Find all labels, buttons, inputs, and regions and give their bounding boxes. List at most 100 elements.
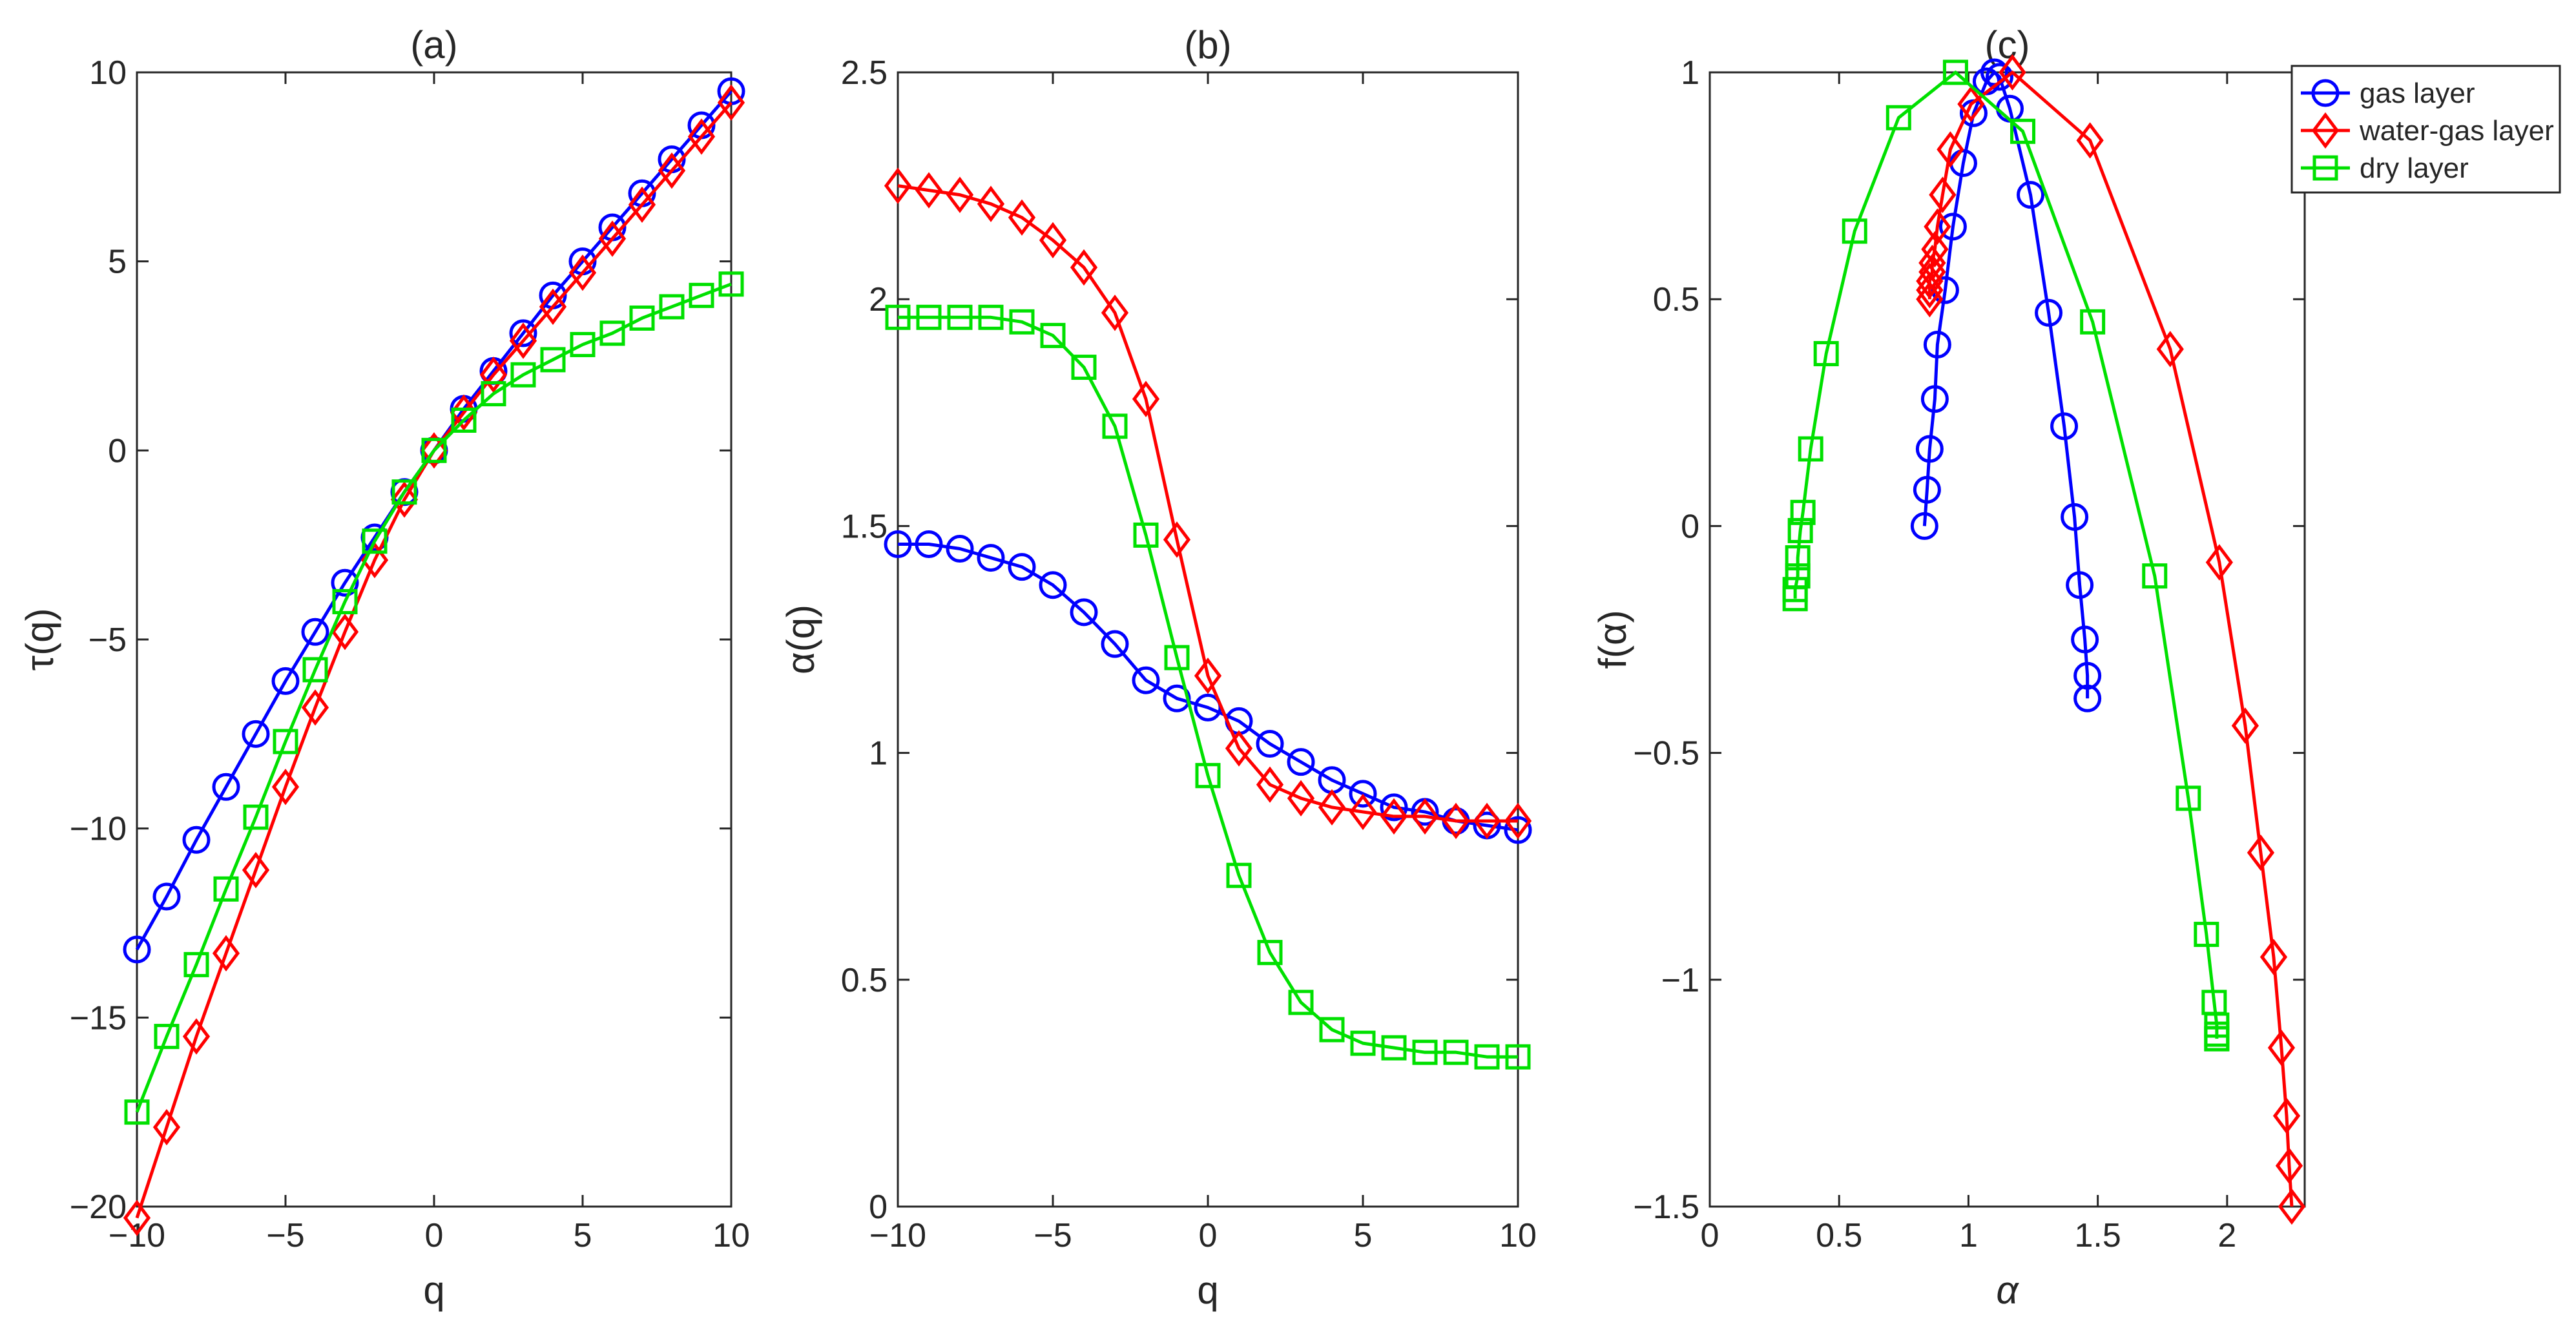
data-point-water-gas-layer: [1163, 521, 1191, 558]
data-point-gas-layer: [2073, 684, 2102, 712]
data-point-dry-layer: [2010, 118, 2036, 144]
x-tick-label: 0: [1701, 1217, 1719, 1254]
data-point-dry-layer: [947, 304, 973, 330]
data-point-water-gas-layer: [2259, 939, 2288, 975]
data-point-dry-layer: [1071, 355, 1097, 380]
x-tick-label: 0: [1199, 1217, 1218, 1254]
data-point-dry-layer: [421, 437, 447, 463]
data-point-dry-layer: [273, 729, 298, 754]
y-tick-label: 1: [1681, 54, 1699, 92]
data-point-gas-layer: [2073, 661, 2102, 690]
y-tick-label: 1.5: [841, 508, 888, 545]
data-point-gas-layer: [1938, 213, 1967, 241]
data-point-water-gas-layer: [152, 1108, 181, 1146]
data-point-water-gas-layer: [1194, 658, 1222, 694]
data-point-gas-layer: [1915, 435, 1944, 463]
data-point-water-gas-layer: [1318, 789, 1346, 826]
data-point-dry-layer: [1885, 105, 1911, 130]
data-point-dry-layer: [451, 408, 477, 433]
data-point-gas-layer: [182, 825, 211, 854]
data-point-water-gas-layer: [1411, 798, 1439, 835]
y-tick-label: −5: [88, 621, 127, 659]
data-point-dry-layer: [243, 804, 269, 830]
data-point-dry-layer: [1443, 1039, 1469, 1065]
data-point-water-gas-layer: [717, 84, 745, 121]
y-tick-label: 1: [869, 735, 888, 773]
legend-label: dry layer: [2360, 152, 2469, 184]
data-point-dry-layer: [1798, 436, 1823, 462]
data-point-dry-layer: [362, 528, 388, 554]
data-point-water-gas-layer: [1256, 766, 1284, 803]
data-point-gas-layer: [2017, 181, 2045, 209]
data-point-gas-layer: [271, 667, 300, 695]
data-point-dry-layer: [1505, 1044, 1531, 1070]
data-point-dry-layer: [124, 1099, 150, 1125]
data-point-water-gas-layer: [420, 432, 448, 469]
data-point-water-gas-layer: [977, 185, 1005, 222]
data-point-dry-layer: [1009, 309, 1035, 335]
data-point-dry-layer: [1040, 322, 1066, 348]
data-point-water-gas-layer: [1924, 208, 1951, 245]
data-point-dry-layer: [391, 479, 417, 505]
x-axis-label: q: [423, 1269, 444, 1312]
data-point-dry-layer: [183, 951, 209, 977]
x-tick-label: 10: [712, 1217, 750, 1254]
x-tick-label: 0: [425, 1217, 444, 1254]
data-point-water-gas-layer: [2272, 1097, 2301, 1134]
data-point-water-gas-layer: [539, 288, 567, 326]
data-point-gas-layer: [212, 773, 240, 801]
data-point-gas-layer: [301, 618, 329, 646]
data-point-dry-layer: [1785, 545, 1811, 571]
data-point-dry-layer: [1813, 340, 1839, 366]
data-point-dry-layer: [978, 304, 1004, 330]
data-point-water-gas-layer: [1349, 793, 1377, 831]
data-point-water-gas-layer: [1999, 54, 2026, 91]
y-tick-label: −10: [70, 811, 127, 848]
y-tick-label: 2: [869, 281, 888, 318]
data-point-gas-layer: [1070, 598, 1098, 627]
x-tick-label: −10: [869, 1217, 926, 1254]
data-point-water-gas-layer: [331, 614, 359, 650]
x-axis-label: q: [1197, 1269, 1218, 1312]
data-point-water-gas-layer: [1287, 780, 1315, 817]
data-point-gas-layer: [977, 544, 1005, 572]
data-point-gas-layer: [1256, 730, 1284, 758]
data-point-water-gas-layer: [1380, 798, 1408, 835]
x-tick-label: −5: [1034, 1217, 1072, 1254]
data-point-water-gas-layer: [1504, 802, 1532, 840]
data-point-dry-layer: [1164, 645, 1190, 670]
data-point-water-gas-layer: [915, 172, 943, 209]
data-point-gas-layer: [884, 530, 912, 558]
data-point-gas-layer: [2061, 503, 2089, 531]
data-point-gas-layer: [1008, 553, 1036, 581]
data-point-gas-layer: [1920, 385, 1949, 413]
x-tick-label: 5: [574, 1217, 592, 1254]
data-point-gas-layer: [1913, 475, 1941, 504]
data-point-dry-layer: [2142, 563, 2168, 589]
y-tick-label: 0: [108, 432, 127, 470]
data-point-water-gas-layer: [628, 186, 656, 223]
y-tick-label: −0.5: [1633, 735, 1699, 773]
data-point-dry-layer: [885, 304, 911, 330]
data-point-dry-layer: [1842, 218, 1867, 244]
data-point-gas-layer: [1910, 512, 1938, 540]
data-point-water-gas-layer: [182, 1018, 211, 1055]
data-point-water-gas-layer: [123, 1199, 151, 1236]
data-point-gas-layer: [242, 720, 270, 748]
data-point-water-gas-layer: [1008, 199, 1036, 236]
data-point-gas-layer: [331, 568, 359, 597]
data-point-dry-layer: [2080, 309, 2106, 335]
data-point-gas-layer: [1101, 630, 1129, 658]
y-tick-label: 0: [869, 1188, 888, 1226]
data-point-water-gas-layer: [1039, 222, 1067, 259]
data-point-dry-layer: [1474, 1044, 1500, 1070]
data-point-dry-layer: [659, 294, 685, 320]
data-point-water-gas-layer: [2267, 1029, 2296, 1066]
x-tick-label: 1.5: [2075, 1217, 2121, 1254]
data-point-dry-layer: [481, 381, 506, 407]
data-point-dry-layer: [1195, 763, 1221, 789]
x-tick-label: 1: [1959, 1217, 1978, 1254]
data-point-water-gas-layer: [2231, 707, 2259, 744]
data-point-water-gas-layer: [946, 176, 974, 213]
